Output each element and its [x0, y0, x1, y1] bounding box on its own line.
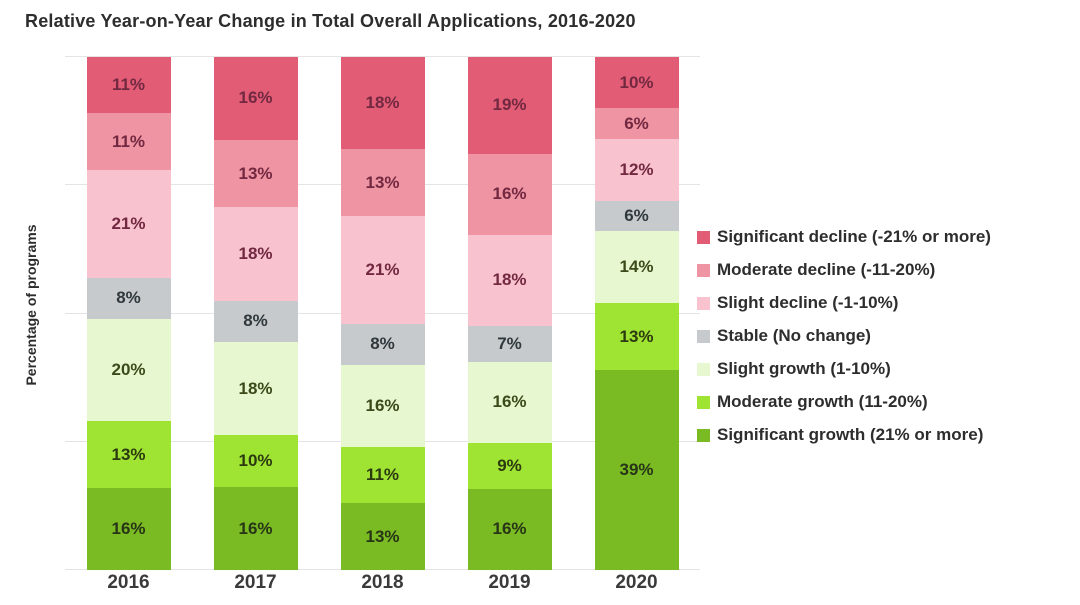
- legend-label: Moderate growth (11-20%): [717, 392, 928, 411]
- bar-segment: 21%: [86, 169, 171, 278]
- stacked-bars: 11% 11% 21% 8% 20% 13% 16% 16% 13% 18% 8% 18% 10% 16%…: [65, 57, 700, 570]
- bar-segment: 13%: [340, 503, 425, 570]
- bar-segment: 18%: [467, 234, 552, 327]
- x-axis-label-2017: 2017: [234, 572, 277, 593]
- legend-item-significant-decline: Significant decline (-21% or more): [697, 227, 991, 247]
- legend-label: Significant decline (-21% or more): [717, 227, 991, 246]
- bar-segment: 16%: [340, 364, 425, 447]
- x-axis-labels: 2016 2017 2018 2019 2020: [65, 572, 700, 594]
- stacked-bar-2016: 11% 11% 21% 8% 20% 13% 16%: [86, 57, 171, 570]
- bar-segment: 13%: [594, 303, 679, 370]
- bar-segment: 8%: [340, 323, 425, 365]
- legend-swatch-icon: [697, 329, 710, 343]
- bar-segment: 16%: [467, 153, 552, 235]
- legend-swatch-icon: [697, 395, 710, 409]
- bar-segment: 7%: [467, 326, 552, 362]
- bar-segment: 16%: [467, 361, 552, 443]
- legend-item-slight-growth: Slight growth (1-10%): [697, 359, 991, 379]
- stacked-bar-2018: 18% 13% 21% 8% 16% 11% 13%: [340, 57, 425, 570]
- legend: Significant decline (-21% or more) Moder…: [697, 227, 991, 445]
- bar-segment: 13%: [86, 421, 171, 488]
- bar-segment: 11%: [86, 57, 171, 114]
- x-axis-label-2018: 2018: [361, 572, 404, 593]
- x-axis-label-2019: 2019: [488, 572, 531, 593]
- legend-label: Slight growth (1-10%): [717, 359, 891, 378]
- bar-segment: 18%: [340, 57, 425, 150]
- bar-segment: 8%: [86, 277, 171, 319]
- bar-segment: 11%: [340, 446, 425, 504]
- bar-segment: 16%: [213, 487, 298, 570]
- legend-label: Moderate decline (-11-20%): [717, 260, 936, 279]
- stacked-bar-2017: 16% 13% 18% 8% 18% 10% 16%: [213, 57, 298, 570]
- bar-segment: 6%: [594, 108, 679, 140]
- stacked-bar-2019: 19% 16% 18% 7% 16% 9% 16%: [467, 57, 552, 570]
- legend-item-slight-decline: Slight decline (-1-10%): [697, 293, 991, 313]
- legend-item-significant-growth: Significant growth (21% or more): [697, 425, 991, 445]
- bar-segment: 11%: [86, 113, 171, 170]
- legend-swatch-icon: [697, 263, 710, 277]
- bar-segment: 14%: [594, 231, 679, 304]
- x-axis-label-2020: 2020: [615, 572, 658, 593]
- legend-swatch-icon: [697, 296, 710, 310]
- legend-item-moderate-growth: Moderate growth (11-20%): [697, 392, 991, 412]
- bar-segment: 8%: [213, 300, 298, 342]
- y-axis-label: Percentage of programs: [23, 224, 39, 386]
- bar-segment: 18%: [213, 341, 298, 436]
- chart-title: Relative Year-on-Year Change in Total Ov…: [25, 11, 636, 31]
- legend-swatch-icon: [697, 428, 710, 442]
- bar-segment: 10%: [213, 435, 298, 488]
- bar-segment: 12%: [594, 139, 679, 201]
- bar-segment: 16%: [213, 57, 298, 140]
- legend-label: Slight decline (-1-10%): [717, 293, 899, 312]
- bar-segment: 16%: [86, 487, 171, 570]
- bar-segment: 13%: [213, 139, 298, 208]
- legend-label: Significant growth (21% or more): [717, 425, 984, 444]
- bar-segment: 13%: [340, 149, 425, 217]
- stacked-bar-2020: 10% 6% 12% 6% 14% 13% 39%: [594, 57, 679, 570]
- legend-swatch-icon: [697, 362, 710, 376]
- legend-item-stable: Stable (No change): [697, 326, 991, 346]
- bar-segment: 10%: [594, 57, 679, 109]
- bar-segment: 19%: [467, 57, 552, 154]
- bar-segment: 39%: [594, 369, 679, 570]
- bar-segment: 18%: [213, 207, 298, 301]
- plot-area: 11% 11% 21% 8% 20% 13% 16% 16% 13% 18% 8% 18% 10% 16%…: [65, 56, 700, 570]
- x-axis-label-2016: 2016: [107, 572, 150, 593]
- legend-item-moderate-decline: Moderate decline (-11-20%): [697, 260, 991, 280]
- bar-segment: 9%: [467, 443, 552, 489]
- bar-segment: 20%: [86, 318, 171, 422]
- gridline: [65, 56, 700, 57]
- legend-label: Stable (No change): [717, 326, 871, 345]
- bar-segment: 21%: [340, 216, 425, 324]
- bar-segment: 16%: [467, 488, 552, 570]
- legend-swatch-icon: [697, 230, 710, 244]
- bar-segment: 6%: [594, 200, 679, 232]
